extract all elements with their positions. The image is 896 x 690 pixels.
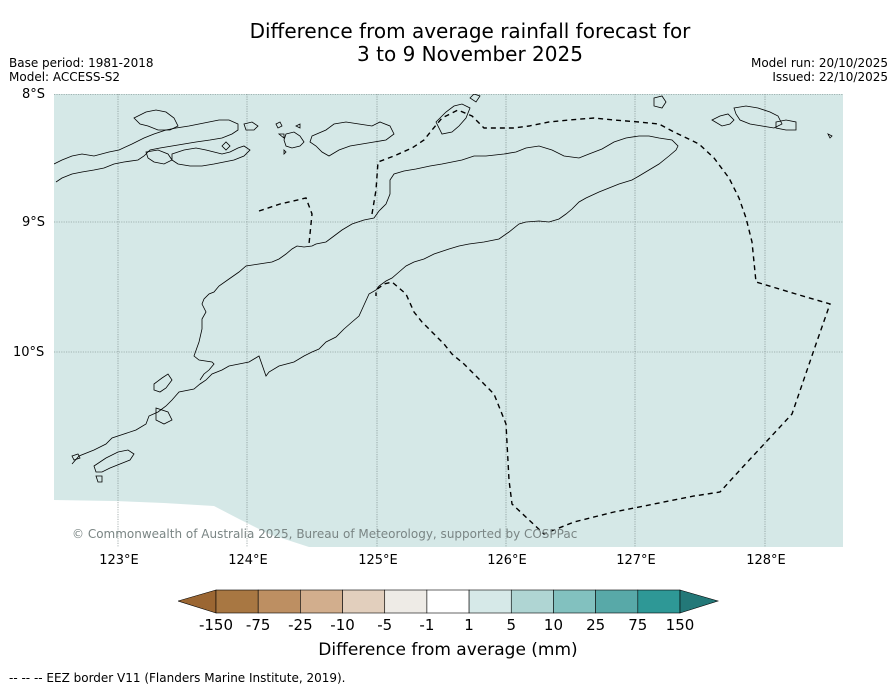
lat-label-10s: 10°S <box>13 345 45 360</box>
colorbar-segments <box>215 589 681 614</box>
colorbar-tick-label: 75 <box>628 616 648 634</box>
colorbar-segment <box>257 589 301 614</box>
colorbar-tick-label: 25 <box>586 616 606 634</box>
rote-coastline <box>93 449 135 473</box>
colorbar-extend-low <box>178 589 217 614</box>
meta-left: Base period: 1981-2018 Model: ACCESS-S2 <box>9 56 154 84</box>
colorbar-segment <box>342 589 386 614</box>
lon-label-123e: 123°E <box>99 553 139 568</box>
colorbar-tick-label: -1 <box>419 616 435 634</box>
eez-border <box>258 109 831 535</box>
wetar-coastline <box>435 103 471 135</box>
copyright-notice: © Commonwealth of Australia 2025, Bureau… <box>72 527 578 541</box>
model-run: Model run: 20/10/2025 <box>750 56 888 70</box>
lon-label-127e: 127°E <box>616 553 656 568</box>
colorbar-tick-label: -5 <box>377 616 393 634</box>
solor-coastline <box>145 149 173 165</box>
lat-label-9s: 9°S <box>22 215 46 230</box>
chart-title: Difference from average rainfall forecas… <box>0 20 896 66</box>
lon-label-128e: 128°E <box>746 553 786 568</box>
colorbar-tick-label: -10 <box>330 616 355 634</box>
title-line-2: 3 to 9 November 2025 <box>357 42 583 66</box>
meta-right: Model run: 20/10/2025 Issued: 22/10/2025 <box>751 56 888 84</box>
lat-label-8s: 8°S <box>22 87 46 102</box>
lon-label-124e: 124°E <box>228 553 268 568</box>
small-islet-2 <box>283 149 287 155</box>
colorbar-segment <box>553 589 596 614</box>
title-line-1: Difference from average rainfall forecas… <box>249 19 691 43</box>
colorbar-tick-label: -75 <box>245 616 271 634</box>
alor-coastline <box>309 121 395 157</box>
eez-north-segment <box>371 109 831 535</box>
small-islet-1 <box>295 123 301 129</box>
islet-damar-1 <box>711 113 735 127</box>
semau-coastline <box>153 373 173 393</box>
colorbar-segment <box>510 589 554 614</box>
colorbar-tick-label: 10 <box>543 616 563 634</box>
colorbar-segment <box>384 589 428 614</box>
coastlines <box>54 94 833 483</box>
colorbar-segment <box>468 589 512 614</box>
colorbar-segment <box>637 589 681 614</box>
islet-rote-2 <box>95 475 103 483</box>
islet-5 <box>275 121 283 129</box>
islet-damar-3 <box>775 119 797 131</box>
pantar-coastline <box>283 131 305 149</box>
colorbar-extend-high <box>679 589 720 614</box>
colorbar-segment <box>426 589 470 614</box>
colorbar-segment <box>215 589 259 614</box>
islet-rote-3 <box>155 407 173 425</box>
islet-wetar-north <box>469 94 481 103</box>
colorbar-tick-label: -25 <box>288 616 313 634</box>
colorbar-segment <box>595 589 639 614</box>
colorbar-segment <box>300 589 343 614</box>
footer-eez-note: -- -- -- EEZ border V11 (Flanders Marine… <box>9 671 346 685</box>
islet-3 <box>221 141 231 151</box>
islet-far-east <box>827 133 833 139</box>
islet-6 <box>277 133 285 139</box>
issued-date: Issued: 22/10/2025 <box>772 70 888 84</box>
flores-coastline <box>54 119 239 183</box>
base-period: Base period: 1981-2018 <box>9 56 154 70</box>
colorbar-tick-label: -150 <box>198 616 234 634</box>
lembata-coastline <box>171 145 251 167</box>
colorbar <box>178 589 720 614</box>
lon-label-126e: 126°E <box>487 553 527 568</box>
islet-romang <box>653 95 667 109</box>
colorbar-tick-label: 150 <box>665 616 695 634</box>
eez-west-segment <box>258 197 313 245</box>
islet-damar-2 <box>733 105 783 129</box>
islet-rote-1 <box>71 453 81 461</box>
adonara-coastline <box>133 109 179 131</box>
timor-coastline <box>71 135 679 465</box>
colorbar-tick-label: 5 <box>506 616 517 634</box>
lon-label-125e: 125°E <box>358 553 398 568</box>
colorbar-label: Difference from average (mm) <box>318 640 578 660</box>
forecast-area <box>54 94 843 547</box>
map-panel <box>54 94 843 547</box>
colorbar-tick-label: 1 <box>464 616 474 634</box>
gridlines <box>54 94 843 547</box>
islet-4 <box>243 121 259 131</box>
model-name: Model: ACCESS-S2 <box>9 70 121 84</box>
